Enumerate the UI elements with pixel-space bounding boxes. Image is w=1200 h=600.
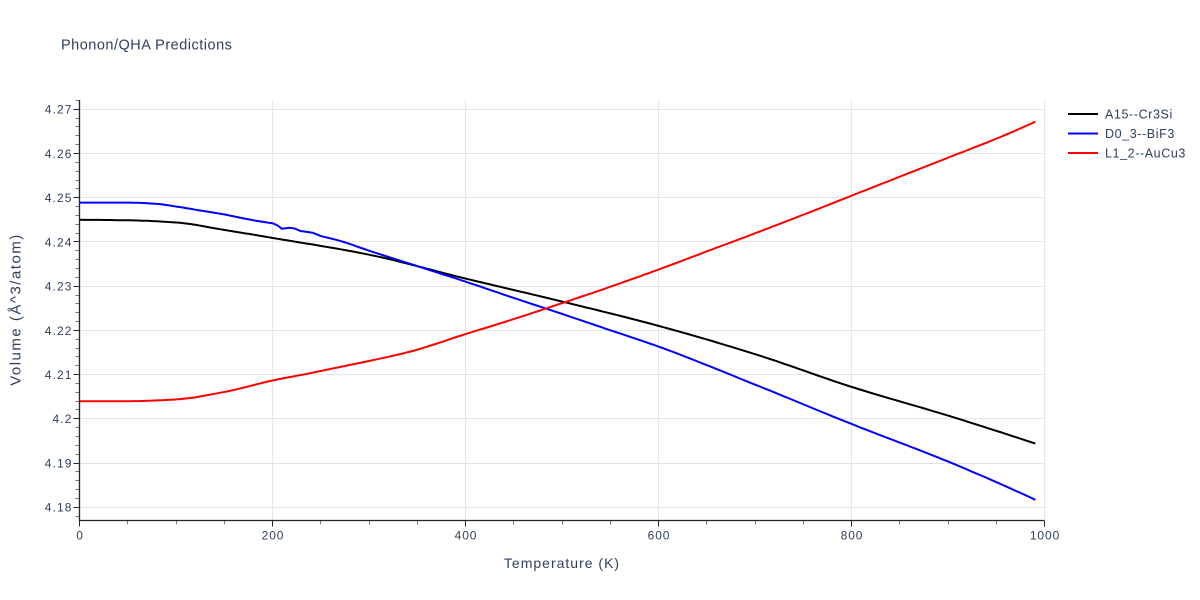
svg-text:4.25: 4.25: [45, 191, 73, 205]
svg-text:4.19: 4.19: [45, 457, 73, 471]
svg-text:Phonon/QHA Predictions: Phonon/QHA Predictions: [61, 37, 232, 53]
svg-text:4.22: 4.22: [45, 324, 73, 338]
svg-text:D0_3--BiF3: D0_3--BiF3: [1105, 127, 1175, 141]
svg-text:0: 0: [76, 529, 84, 543]
svg-text:4.24: 4.24: [45, 235, 73, 249]
svg-text:1000: 1000: [1030, 529, 1060, 543]
svg-text:4.21: 4.21: [45, 368, 73, 382]
svg-text:A15--Cr3Si: A15--Cr3Si: [1105, 107, 1173, 121]
svg-text:L1_2--AuCu3: L1_2--AuCu3: [1105, 146, 1186, 160]
svg-text:400: 400: [455, 529, 478, 543]
svg-text:800: 800: [841, 529, 864, 543]
svg-text:4.23: 4.23: [45, 280, 73, 294]
svg-text:Volume (Å^3/atom): Volume (Å^3/atom): [8, 233, 25, 386]
svg-text:600: 600: [648, 529, 671, 543]
svg-text:4.2: 4.2: [53, 412, 73, 426]
svg-text:4.27: 4.27: [45, 103, 73, 117]
svg-text:4.26: 4.26: [45, 147, 73, 161]
svg-text:Temperature (K): Temperature (K): [504, 555, 620, 571]
svg-text:200: 200: [262, 529, 285, 543]
svg-text:4.18: 4.18: [45, 501, 73, 515]
